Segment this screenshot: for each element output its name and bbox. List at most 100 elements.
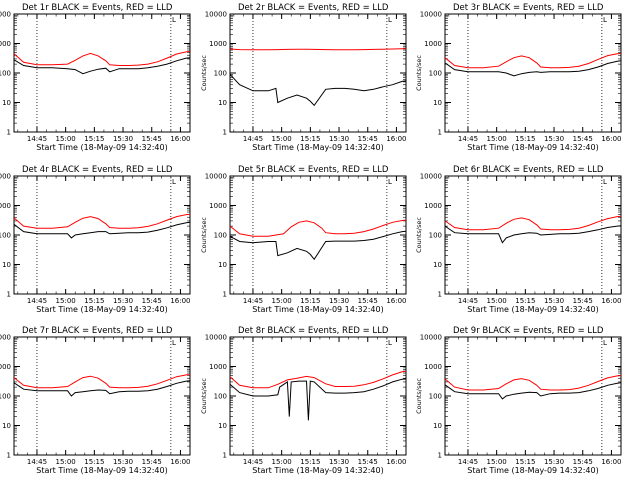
x-tick-label: 14:45: [27, 297, 47, 305]
series-events: [13, 380, 191, 397]
chart-det-3: Det 3r BLACK = Events, RED = LLD L 1 10 100 1…: [415, 3, 622, 152]
y-tick-label: 100: [0, 70, 11, 78]
y-tick-label: 100: [0, 393, 11, 401]
x-tick-label: 15:00: [272, 458, 292, 466]
series-lld: [13, 213, 191, 229]
y-tick-label: 100: [0, 232, 11, 240]
y-tick-label: 10: [2, 261, 11, 269]
y-tick-label: 10000: [420, 173, 442, 181]
y-tick-label: 10000: [420, 11, 442, 19]
plot-frame: [229, 13, 407, 133]
x-tick-label: 14:45: [458, 297, 478, 305]
x-tick-label: 15:15: [515, 458, 535, 466]
x-tick-label: 14:45: [243, 135, 263, 143]
corner-mark: L: [172, 178, 176, 186]
x-tick-label: 15:00: [272, 297, 292, 305]
x-tick-label: 16:00: [386, 135, 406, 143]
x-tick-label: 16:00: [601, 135, 621, 143]
plot-frame: [13, 175, 191, 295]
x-tick-label: 15:00: [487, 297, 507, 305]
y-tick-label: 1000: [0, 363, 11, 371]
series-events: [229, 378, 407, 421]
y-tick-label: 1: [7, 129, 11, 137]
x-tick-label: 14:45: [243, 297, 263, 305]
series-events: [444, 60, 622, 77]
corner-mark: L: [172, 16, 176, 24]
series-lld: [13, 374, 191, 389]
chart-det-5: Det 5r BLACK = Events, RED = LLD L 1 10 100 1…: [200, 165, 407, 314]
y-tick-label: 100: [429, 393, 442, 401]
corner-mark: L: [388, 178, 392, 186]
x-tick-label: 15:45: [573, 297, 593, 305]
y-tick-label: 1000: [209, 40, 227, 48]
x-axis-label: Start Time (18-May-09 14:32:40): [467, 305, 598, 314]
x-tick-label: 15:00: [56, 458, 76, 466]
series-lld: [444, 215, 622, 231]
series-lld: [229, 370, 407, 389]
y-tick-label: 1: [7, 291, 11, 299]
y-tick-label: 1: [438, 291, 442, 299]
x-tick-label: 16:00: [170, 458, 190, 466]
corner-mark: L: [388, 339, 392, 347]
x-axis-label: Start Time (18-May-09 14:32:40): [36, 305, 167, 314]
y-tick-label: 1000: [0, 40, 11, 48]
chart-det-6: Det 6r BLACK = Events, RED = LLD L 1 10 100 1…: [415, 165, 622, 314]
x-tick-label: 16:00: [601, 297, 621, 305]
x-axis-label: Start Time (18-May-09 14:32:40): [36, 143, 167, 152]
series-events: [229, 73, 407, 107]
y-tick-label: 10: [218, 99, 227, 107]
y-tick-label: 10: [433, 99, 442, 107]
plot-frame: [13, 336, 191, 456]
x-tick-label: 15:15: [515, 135, 535, 143]
chart-det-1: Det 1r BLACK = Events, RED = LLD L 1 10 100 1…: [0, 3, 191, 152]
y-axis-label: Counts/sec: [200, 217, 208, 253]
x-tick-label: 15:45: [142, 297, 162, 305]
x-tick-label: 14:45: [458, 135, 478, 143]
y-tick-label: 1: [223, 452, 227, 460]
x-tick-label: 14:45: [27, 458, 47, 466]
y-tick-label: 10: [433, 261, 442, 269]
y-tick-label: 10: [218, 422, 227, 430]
y-tick-label: 100: [429, 232, 442, 240]
x-tick-label: 16:00: [386, 458, 406, 466]
x-tick-label: 15:45: [573, 135, 593, 143]
x-tick-label: 15:45: [358, 297, 378, 305]
y-tick-label: 1000: [424, 363, 442, 371]
x-tick-label: 15:15: [84, 297, 104, 305]
series-lld: [13, 50, 191, 66]
x-tick-label: 15:30: [544, 135, 564, 143]
chart-title: Det 4r BLACK = Events, RED = LLD: [22, 165, 173, 175]
y-tick-label: 10: [433, 422, 442, 430]
series-lld: [444, 375, 622, 391]
chart-title: Det 6r BLACK = Events, RED = LLD: [453, 165, 604, 175]
x-tick-label: 15:15: [300, 297, 320, 305]
y-tick-label: 1000: [209, 363, 227, 371]
corner-mark: L: [603, 339, 607, 347]
y-axis-label: Counts/sec: [415, 217, 423, 253]
y-tick-label: 1: [223, 129, 227, 137]
y-tick-label: 1000: [424, 40, 442, 48]
chart-title: Det 5r BLACK = Events, RED = LLD: [238, 165, 389, 175]
series-events: [444, 225, 622, 244]
x-tick-label: 15:15: [300, 135, 320, 143]
x-tick-label: 15:30: [544, 458, 564, 466]
corner-mark: L: [172, 339, 176, 347]
y-tick-label: 100: [429, 70, 442, 78]
chart-title: Det 3r BLACK = Events, RED = LLD: [453, 3, 604, 13]
corner-mark: L: [603, 16, 607, 24]
y-axis-label: Counts/sec: [200, 55, 208, 91]
x-tick-label: 15:30: [113, 297, 133, 305]
y-tick-label: 10000: [205, 173, 227, 181]
x-tick-label: 15:00: [487, 135, 507, 143]
x-tick-label: 15:45: [358, 135, 378, 143]
chart-det-8: Det 8r BLACK = Events, RED = LLD L 1 10 100 1…: [200, 326, 407, 475]
y-tick-label: 1000: [424, 202, 442, 210]
x-tick-label: 15:15: [515, 297, 535, 305]
x-tick-label: 15:15: [84, 458, 104, 466]
series-lld: [229, 219, 407, 237]
y-tick-label: 10000: [205, 334, 227, 342]
corner-mark: L: [603, 178, 607, 186]
y-tick-label: 10: [218, 261, 227, 269]
x-tick-label: 14:45: [243, 458, 263, 466]
x-tick-label: 15:00: [56, 297, 76, 305]
